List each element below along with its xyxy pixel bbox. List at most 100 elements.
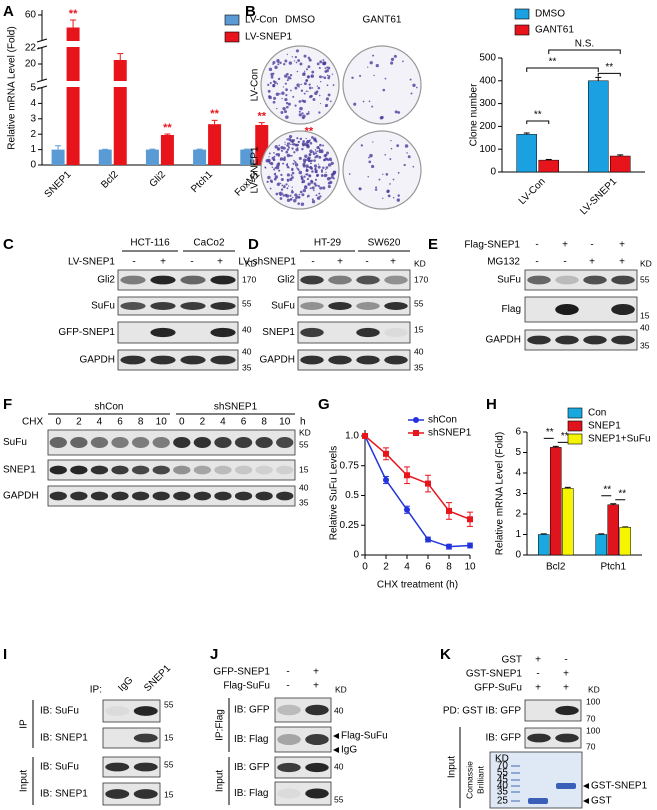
- colony: [286, 165, 290, 169]
- colony: [322, 150, 324, 152]
- y-tick-label: 0: [490, 167, 496, 178]
- error-bar: [540, 533, 547, 535]
- ladder-band: [511, 800, 520, 802]
- colony: [322, 166, 325, 170]
- bar: [588, 80, 609, 173]
- colony: [290, 154, 293, 157]
- colony: [325, 97, 329, 101]
- colony: [282, 146, 286, 150]
- panel-letter: C: [3, 236, 14, 253]
- significance: **: [534, 110, 542, 121]
- dish: [342, 130, 422, 210]
- colony: [317, 165, 321, 169]
- bar: [160, 134, 174, 165]
- row-label: GFP-SNEP1: [58, 327, 115, 338]
- colony: [270, 75, 274, 79]
- marker: 55: [414, 298, 424, 308]
- blot: [117, 349, 239, 371]
- marker: 40: [242, 346, 252, 356]
- blot: [102, 699, 161, 723]
- marker: 35: [640, 340, 650, 350]
- ladder-band: [511, 765, 520, 767]
- colony: [379, 116, 383, 120]
- colony: [315, 152, 318, 155]
- colony: [312, 98, 316, 101]
- colony: [289, 194, 292, 197]
- colony: [287, 102, 291, 106]
- colony: [308, 153, 312, 156]
- legend-label: SNEP1+SuFu: [588, 434, 651, 445]
- colony: [295, 196, 298, 200]
- colony: [332, 84, 335, 86]
- colony: [307, 112, 310, 115]
- colony: [272, 72, 275, 75]
- y-tick-label: 22: [25, 43, 37, 54]
- colony: [310, 159, 313, 162]
- colony: [390, 147, 393, 150]
- colony: [277, 149, 279, 151]
- colony: [298, 196, 301, 199]
- colony: [389, 158, 392, 160]
- band: [214, 437, 232, 448]
- colony: [300, 137, 302, 139]
- section-label: Input: [447, 756, 458, 778]
- band: [49, 491, 67, 501]
- colony: [289, 74, 293, 77]
- panel-letter: D: [248, 236, 259, 253]
- band: [90, 465, 109, 475]
- band: [277, 762, 301, 773]
- colony: [305, 169, 309, 173]
- legend-label: SNEP1: [588, 421, 621, 432]
- colony: [273, 96, 277, 100]
- marker: 15: [640, 310, 650, 320]
- gel-marker: 35: [497, 787, 509, 798]
- colony: [303, 92, 306, 95]
- kd-label: KD: [335, 684, 347, 694]
- colony: [319, 102, 322, 105]
- band: [150, 275, 176, 285]
- error-bar: [552, 445, 559, 448]
- marker: 35: [242, 362, 252, 372]
- legend-swatch: [514, 8, 530, 20]
- colony: [287, 137, 289, 140]
- y-tick-label: 20: [25, 59, 37, 70]
- band: [70, 465, 88, 475]
- colony: [284, 184, 286, 186]
- row-label: IB: GFP: [234, 705, 270, 716]
- colony: [295, 148, 299, 152]
- row-label: SNEP1: [3, 465, 36, 476]
- y-tick-label: 5: [30, 83, 36, 94]
- colony: [317, 163, 320, 165]
- time-label: 10: [156, 417, 168, 428]
- colony: [271, 166, 274, 169]
- y-tick-label: 1: [515, 529, 521, 540]
- row-label: IB: SuFu: [40, 706, 79, 717]
- colony: [279, 159, 282, 161]
- colony: [277, 77, 281, 81]
- x-tick-label: SNEP1: [43, 169, 74, 200]
- sign: +: [313, 681, 319, 692]
- sign: +: [562, 240, 568, 251]
- colony: [286, 198, 291, 202]
- band: [234, 465, 253, 475]
- band: [133, 733, 158, 743]
- colony: [317, 86, 321, 90]
- colony: [272, 100, 276, 104]
- y-tick-label: 2: [30, 129, 36, 140]
- colony: [279, 182, 282, 185]
- colony: [314, 156, 317, 159]
- blot: [274, 756, 332, 779]
- point: [425, 480, 431, 487]
- colony: [279, 61, 282, 65]
- colony: [292, 142, 296, 146]
- colony: [305, 173, 307, 176]
- ip-label: IP:: [90, 685, 102, 696]
- colony: [288, 138, 292, 142]
- row-label: SNEP1: [262, 327, 295, 338]
- colony: [382, 173, 384, 176]
- colony: [312, 152, 316, 156]
- colony: [325, 171, 327, 173]
- blot: [47, 459, 296, 481]
- marker: 100: [586, 725, 600, 735]
- column-label: DMSO: [285, 15, 315, 26]
